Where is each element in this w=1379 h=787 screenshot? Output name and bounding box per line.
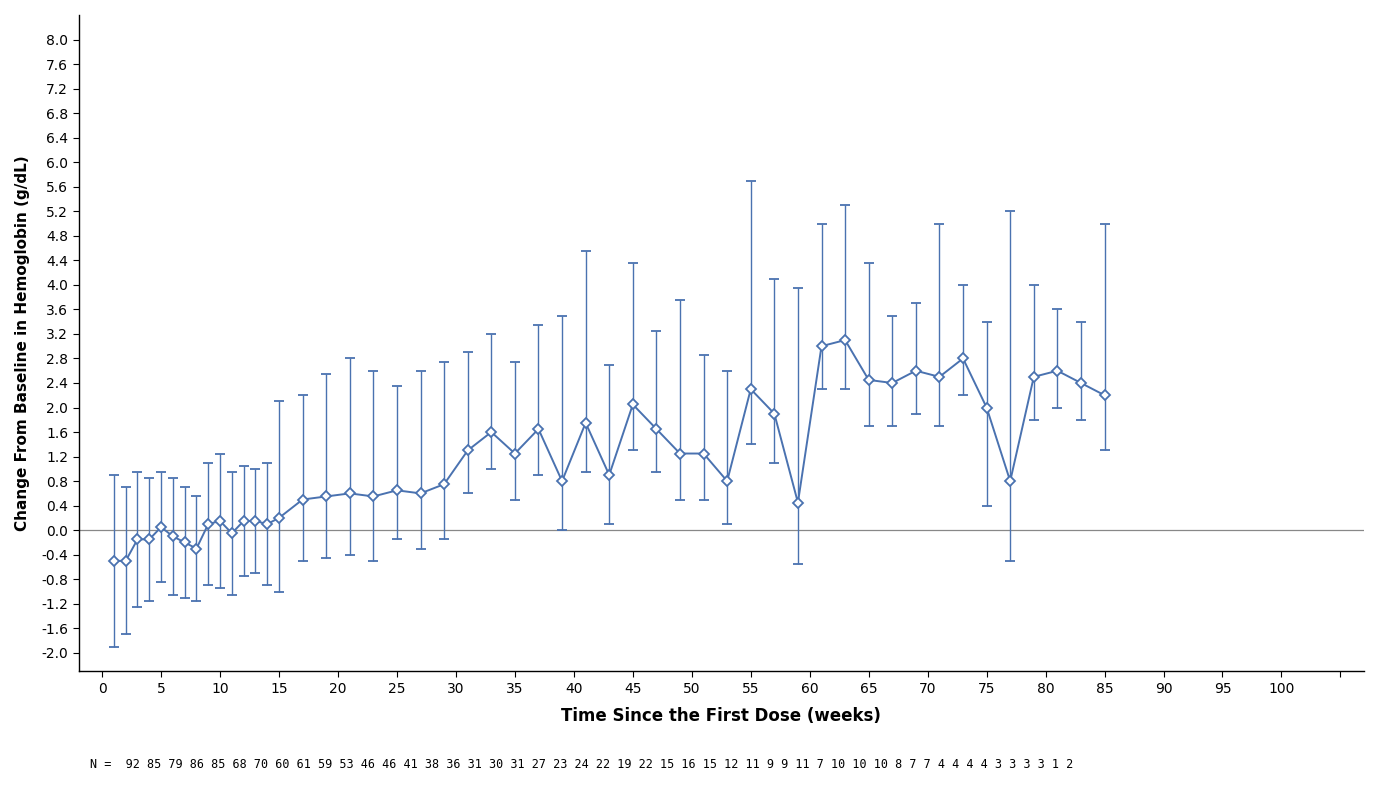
X-axis label: Time Since the First Dose (weeks): Time Since the First Dose (weeks) — [561, 707, 881, 725]
Text: N =  92 85 79 86 85 68 70 60 61 59 53 46 46 41 38 36 31 30 31 27 23 24 22 19 22 : N = 92 85 79 86 85 68 70 60 61 59 53 46 … — [90, 758, 1073, 771]
Y-axis label: Change From Baseline in Hemoglobin (g/dL): Change From Baseline in Hemoglobin (g/dL… — [15, 155, 30, 531]
